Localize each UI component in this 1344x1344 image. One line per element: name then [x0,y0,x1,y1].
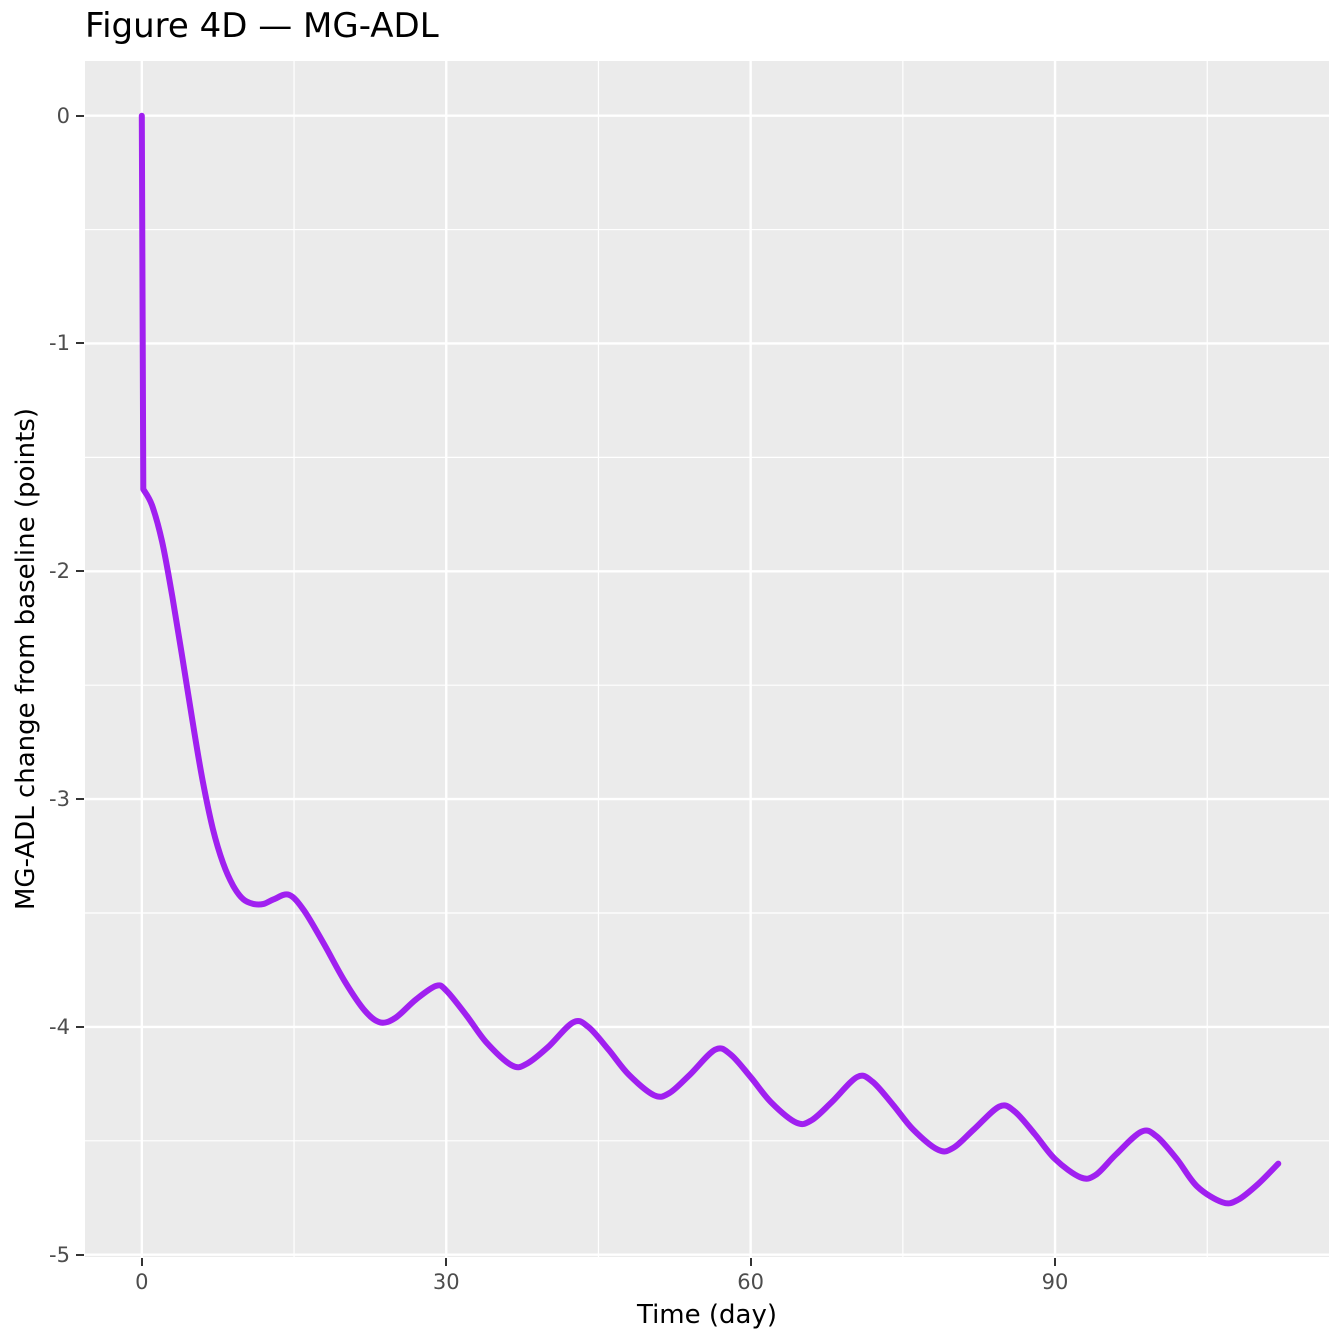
y-tick-mark [76,1253,84,1256]
y-tick-label: 0 [56,103,70,128]
x-axis-title: Time (day) [636,1300,777,1330]
y-tick-label: -3 [49,787,70,812]
y-tick-mark [76,798,84,801]
y-tick-mark [76,114,84,117]
y-tick-label: -5 [49,1242,70,1267]
y-axis-title: MG-ADL change from baseline (points) [11,408,41,910]
x-tick-mark [749,1258,752,1266]
y-tick-mark [76,1025,84,1028]
x-tick-label: 90 [1041,1270,1069,1294]
x-tick-label: 60 [737,1270,764,1294]
plot-panel [85,61,1329,1257]
x-tick-mark [445,1258,448,1266]
series-line-mg-adl [138,112,1282,1207]
y-tick-label: -4 [49,1014,70,1039]
x-tick-label: 0 [135,1270,149,1294]
plot-title: Figure 4D — MG-ADL [85,6,439,46]
x-tick-label: 30 [432,1270,460,1294]
plot-canvas [85,61,1329,1257]
y-tick-label: -2 [49,559,70,584]
y-tick-mark [76,570,84,573]
x-tick-mark [1054,1258,1057,1266]
x-tick-mark [140,1258,143,1266]
y-tick-mark [76,342,84,345]
y-tick-label: -1 [49,331,70,356]
